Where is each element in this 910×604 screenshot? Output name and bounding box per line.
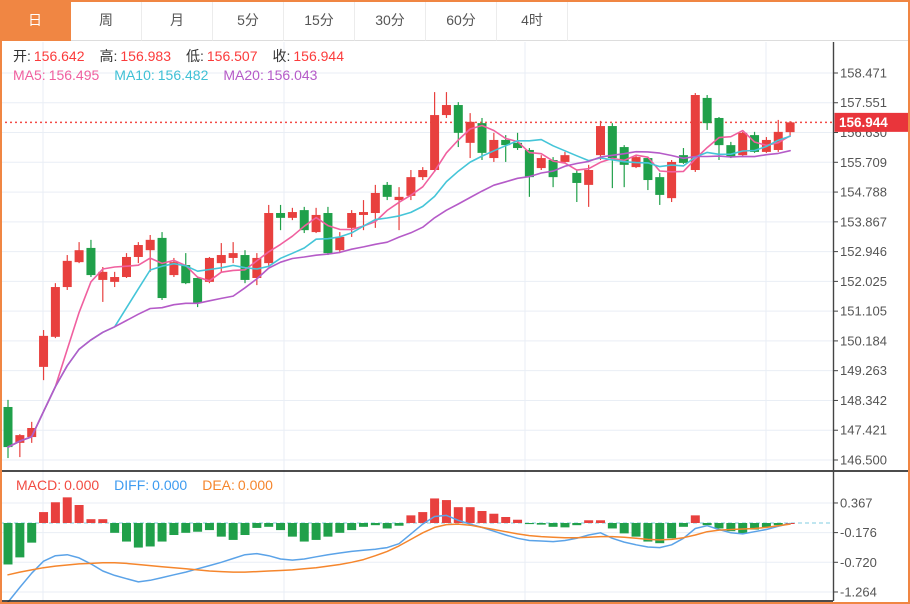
current-price-label: 156.944 [839, 115, 888, 130]
tab-4hour[interactable]: 4时 [497, 0, 568, 41]
macd-tick-label: -0.176 [840, 525, 877, 540]
ma10-line [7, 135, 791, 448]
ma-ma10: MA10: 156.482 [114, 67, 208, 83]
price-tick-label: 152.025 [840, 274, 887, 289]
ma10-value: 156.482 [157, 67, 209, 83]
ma20-line [7, 149, 791, 448]
price-tick-label: 152.946 [840, 244, 887, 259]
price-tick-label: 149.263 [840, 363, 887, 378]
ohlc-low: 低: 156.507 [186, 48, 258, 64]
macd-readout: MACD: 0.000 DIFF: 0.000 DEA: 0.000 [16, 477, 288, 493]
price-tick-label: 154.788 [840, 185, 887, 200]
ohlc-open: 开: 156.642 [13, 48, 85, 64]
ma20-label: MA20: [223, 67, 264, 83]
ma-readout: MA5: 156.495 MA10: 156.482 MA20: 156.043 [13, 67, 332, 83]
macd-histogram [3, 497, 795, 565]
dea-label: DEA: [202, 477, 235, 493]
open-value: 156.642 [33, 48, 85, 64]
diff-line [7, 514, 791, 603]
ma5-line [7, 124, 791, 448]
tab-5min[interactable]: 5分 [213, 0, 284, 41]
price-tick-label: 155.709 [840, 155, 887, 170]
ohlc-readout: 开: 156.642 高: 156.983 低: 156.507 收: 156.944 [13, 48, 359, 64]
tab-week[interactable]: 周 [71, 0, 142, 41]
price-axis: 158.471157.551156.630155.709154.788153.8… [832, 42, 887, 601]
candles-layer [3, 92, 795, 459]
diff-value: 0.000 [152, 477, 188, 493]
macd_header-diff: DIFF: 0.000 [114, 477, 187, 493]
price-tick-label: 147.421 [840, 423, 887, 438]
tabbar-filler [568, 0, 910, 41]
price-tick-label: 150.184 [840, 333, 887, 348]
ma5-value: 156.495 [48, 67, 100, 83]
close-value: 156.944 [293, 48, 344, 64]
tab-day[interactable]: 日 [0, 0, 71, 41]
dea-line [7, 523, 791, 576]
ohlc-high: 高: 156.983 [100, 48, 172, 64]
current-price-badge: 156.944 [834, 112, 910, 132]
diff-label: DIFF: [114, 477, 150, 493]
price-tick-label: 148.342 [840, 393, 887, 408]
ma20-value: 156.043 [266, 67, 318, 83]
tab-60min[interactable]: 60分 [426, 0, 497, 41]
tab-month[interactable]: 月 [142, 0, 213, 41]
macd-tick-label: -1.264 [840, 584, 877, 599]
price-tick-label: 153.867 [840, 214, 887, 229]
ma10-label: MA10: [114, 67, 155, 83]
price-tick-label: 146.500 [840, 453, 887, 468]
ma5-label: MA5: [13, 67, 46, 83]
macd-tick-label: 0.367 [840, 495, 873, 510]
ma-ma20: MA20: 156.043 [223, 67, 317, 83]
close-label: 收: [272, 48, 291, 64]
price-tick-label: 151.105 [840, 304, 887, 319]
dea-value: 0.000 [237, 477, 273, 493]
macd-value: 0.000 [64, 477, 100, 493]
timeframe-tabbar: 日周月 5分 15分 30分 60分 4时 [0, 0, 910, 41]
price-tick-label: 157.551 [840, 95, 887, 110]
tab-15min[interactable]: 15分 [284, 0, 355, 41]
low-label: 低: [186, 48, 204, 64]
tab-30min[interactable]: 30分 [355, 0, 426, 41]
low-value: 156.507 [206, 48, 258, 64]
ohlc-close: 收: 156.944 [273, 48, 345, 64]
macd-tick-label: -0.720 [840, 555, 877, 570]
open-label: 开: [13, 48, 31, 64]
high-label: 高: [99, 48, 118, 64]
price-tick-label: 158.471 [840, 66, 887, 81]
ma-ma5: MA5: 156.495 [13, 67, 99, 83]
macd-label: MACD: [16, 477, 62, 493]
macd_header-macd: MACD: 0.000 [16, 477, 99, 493]
high-value: 156.983 [120, 48, 171, 64]
macd_header-dea: DEA: 0.000 [202, 477, 273, 493]
